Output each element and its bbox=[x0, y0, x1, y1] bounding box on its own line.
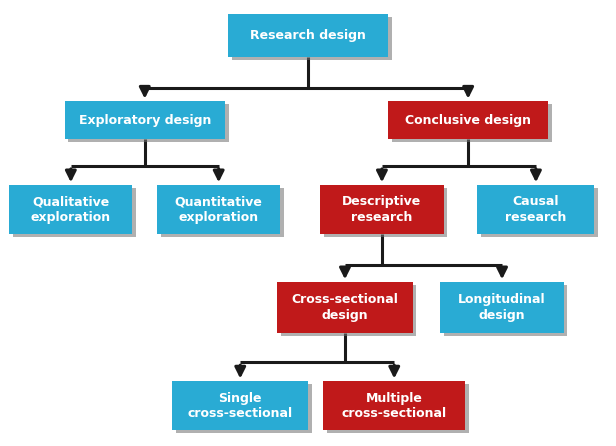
Text: Causal
research: Causal research bbox=[505, 195, 567, 224]
FancyBboxPatch shape bbox=[176, 384, 312, 433]
FancyBboxPatch shape bbox=[324, 188, 447, 237]
Text: Research design: Research design bbox=[250, 29, 366, 42]
FancyBboxPatch shape bbox=[388, 102, 548, 139]
FancyBboxPatch shape bbox=[277, 282, 413, 334]
FancyBboxPatch shape bbox=[157, 185, 280, 234]
Text: Longitudinal
design: Longitudinal design bbox=[458, 293, 546, 322]
FancyBboxPatch shape bbox=[13, 188, 136, 237]
FancyBboxPatch shape bbox=[440, 282, 564, 334]
FancyBboxPatch shape bbox=[161, 188, 284, 237]
FancyBboxPatch shape bbox=[228, 14, 388, 57]
FancyBboxPatch shape bbox=[327, 384, 469, 433]
Text: Conclusive design: Conclusive design bbox=[405, 114, 531, 127]
FancyBboxPatch shape bbox=[481, 188, 598, 237]
FancyBboxPatch shape bbox=[281, 285, 416, 336]
FancyBboxPatch shape bbox=[232, 17, 392, 59]
FancyBboxPatch shape bbox=[9, 185, 132, 234]
Text: Quantitative
exploration: Quantitative exploration bbox=[175, 195, 262, 224]
Text: Descriptive
research: Descriptive research bbox=[342, 195, 421, 224]
FancyBboxPatch shape bbox=[68, 104, 229, 142]
Text: Multiple
cross-sectional: Multiple cross-sectional bbox=[342, 392, 447, 420]
FancyBboxPatch shape bbox=[392, 104, 552, 142]
FancyBboxPatch shape bbox=[172, 381, 308, 430]
Text: Cross-sectional
design: Cross-sectional design bbox=[291, 293, 399, 322]
FancyBboxPatch shape bbox=[444, 285, 567, 336]
FancyBboxPatch shape bbox=[320, 185, 444, 234]
Text: Single
cross-sectional: Single cross-sectional bbox=[188, 392, 293, 420]
Text: Qualitative
exploration: Qualitative exploration bbox=[31, 195, 111, 224]
Text: Exploratory design: Exploratory design bbox=[79, 114, 211, 127]
FancyBboxPatch shape bbox=[65, 102, 225, 139]
FancyBboxPatch shape bbox=[323, 381, 465, 430]
FancyBboxPatch shape bbox=[477, 185, 594, 234]
